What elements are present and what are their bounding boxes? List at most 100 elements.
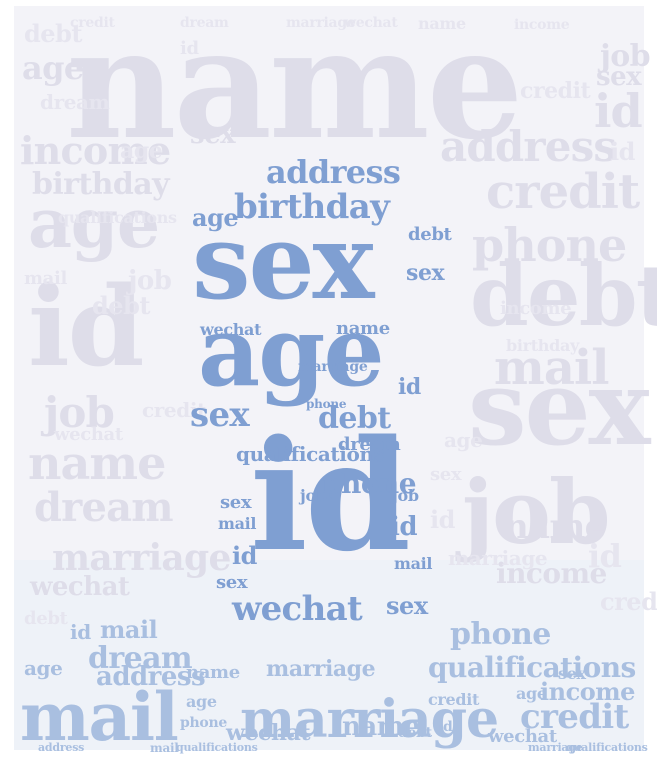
word-dream-figure: dream <box>338 434 401 455</box>
word-idmail-bottom: mail <box>100 615 158 644</box>
word-age-mid-right: age <box>444 428 483 452</box>
word-sex-figure-right: sex <box>406 260 445 286</box>
word-credit-bottom: credit <box>520 697 629 737</box>
word-sex-figure: sex <box>192 200 375 323</box>
word-mail-bottom-small: mail <box>150 741 179 755</box>
word-job-left-small: job <box>128 266 172 296</box>
word-credit-right-edge: credit <box>600 587 657 616</box>
word-id-top: id <box>180 38 199 59</box>
word-sex-bottom-right: sex <box>558 664 586 683</box>
word-name-bottom: name <box>342 712 420 742</box>
word-id-figure-right2: id <box>398 374 421 400</box>
word-qualifications-bottom-small2: qualifications <box>566 741 648 754</box>
word-job-right: job <box>462 460 611 564</box>
word-id-figure-left: id <box>232 541 257 570</box>
word-job-left: job <box>44 388 115 437</box>
word-debt-bottom-left: debt <box>24 608 68 629</box>
word-marriage-top: marriage <box>286 15 356 31</box>
word-sex-upper: sex <box>190 120 236 150</box>
word-marriage-left: marriage <box>52 537 231 579</box>
word-birthday-left: birthday <box>32 167 170 202</box>
word-credit-top-right: credit <box>520 78 591 104</box>
word-phone-figure-small: phone <box>306 397 347 411</box>
word-phone-bottom-small: phone <box>180 715 227 731</box>
word-job-figure-small: job <box>392 486 419 505</box>
cloud-background-bottom <box>14 560 644 750</box>
word-sex-mid-right: sex <box>430 464 462 485</box>
word-marriage-bottom-small: marriage <box>266 656 376 682</box>
word-mail-left-small: mail <box>24 268 67 289</box>
word-debt-wechat-left: wechat <box>54 424 123 445</box>
word-phone-figure: phone <box>322 467 417 500</box>
word-sex-large: sex <box>468 346 651 469</box>
word-birthday-figure: birthday <box>234 187 390 227</box>
word-credit-bottom-small: credit <box>428 690 480 709</box>
word-dream-bottom: dream <box>88 641 193 676</box>
word-age-figure-small: age <box>192 203 239 232</box>
word-debt-top-left: debt <box>24 19 82 48</box>
word-income-mid-right: income <box>500 298 572 319</box>
word-marriage-bottom-small2: marriage <box>528 741 583 754</box>
word-phone-bottom: phone <box>450 617 551 652</box>
word-name-right: name <box>504 507 606 547</box>
word-birthday-mid-right: birthday <box>506 336 580 355</box>
word-dream-left: dream <box>34 484 174 531</box>
word-wechat-top: wechat <box>344 15 398 31</box>
word-phone-right: phone <box>472 218 627 272</box>
word-age-bottom-mid: age <box>186 692 217 711</box>
word-id-mid-right: id <box>430 505 455 534</box>
word-address-bottom-small: address <box>38 741 85 754</box>
word-name-bottom-small: name <box>186 662 240 683</box>
word-debt-figure: debt <box>318 401 391 436</box>
word-age-left: age <box>28 184 160 264</box>
word-marriage-right-small: marriage <box>448 546 548 570</box>
word-income-right: income <box>496 557 607 590</box>
word-address-right: address <box>440 122 617 171</box>
word-job-top-right: job <box>600 39 651 74</box>
word-wechat-figure-small: wechat <box>200 320 262 339</box>
word-income-left: income <box>20 128 171 173</box>
word-id-figure-right: id <box>390 512 418 542</box>
word-mail-bottom: mail <box>20 678 179 756</box>
word-address-bottom: address <box>96 662 206 692</box>
word-name-top: name <box>418 14 466 33</box>
word-dream-top-left: dream <box>40 90 110 114</box>
word-wechat-bottom-right: wechat <box>488 726 557 747</box>
word-dream-top: dream <box>180 15 229 31</box>
word-debt-large: debt <box>470 246 657 345</box>
word-sex-figure-small: sex <box>220 492 252 513</box>
word-name-figure: name <box>336 318 390 339</box>
word-age-bottom: age <box>24 656 63 680</box>
word-qualifications-figure: qualifications <box>236 442 385 466</box>
word-id-bottom-mid: id <box>438 719 453 735</box>
word-age-top-left: age <box>22 49 84 87</box>
word-name-left: name <box>28 436 166 490</box>
word-age-mid-left: age <box>120 138 163 164</box>
word-id-left: id <box>28 262 145 391</box>
word-debt-bottom-mid: debt <box>398 725 432 741</box>
word-wechat-left: wechat <box>30 572 130 602</box>
word-sex-figure-bottom: sex <box>216 572 248 593</box>
word-qualifications-bottom-small: qualifications <box>176 741 258 754</box>
word-credit-right: credit <box>486 164 640 220</box>
word-debt-figure-right: debt <box>408 224 452 245</box>
word-debt-left-small: debt <box>92 291 150 320</box>
word-sex-top-right: sex <box>596 62 642 92</box>
word-mail-right: mail <box>494 340 609 396</box>
word-name-large: name <box>66 0 523 173</box>
word-mail-figure-right: mail <box>394 554 433 573</box>
word-mail-figure-small: mail <box>218 514 257 533</box>
word-qualifications-left: qualifications <box>58 208 177 227</box>
word-marriage-figure: marriage <box>298 359 368 375</box>
word-income-bottom: income <box>540 677 635 706</box>
word-sex-figure-lower: sex <box>386 591 428 620</box>
word-income-top: income <box>514 17 570 33</box>
word-id-right-edge: id <box>588 537 622 575</box>
word-wechat-figure: wechat <box>232 589 363 629</box>
word-sex-figure-left: sex <box>190 395 250 435</box>
word-id-right-edge2: id <box>610 137 635 166</box>
word-qualifications-bottom: qualifications <box>428 651 636 684</box>
word-marriage-bottom: marriage <box>240 689 499 750</box>
word-credit-top: credit <box>70 15 115 31</box>
